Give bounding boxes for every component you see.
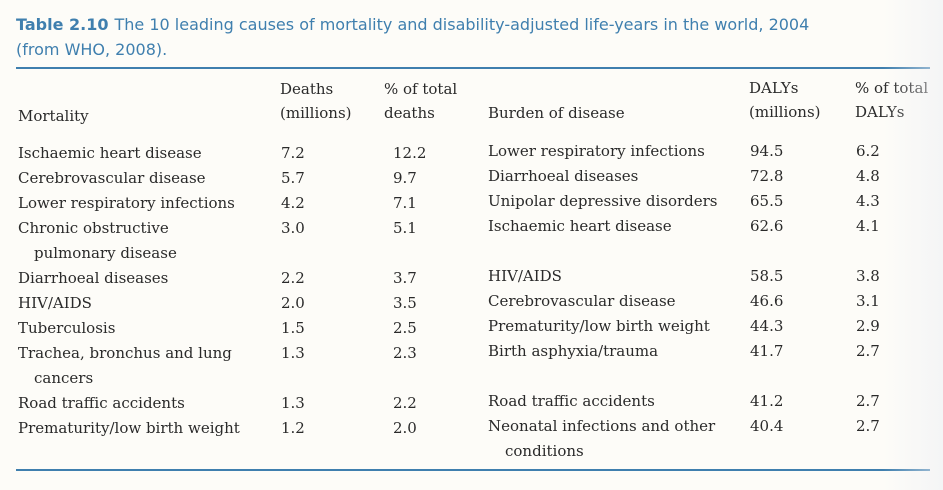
burden-cause: Prematurity/low birth weight <box>488 317 710 335</box>
deaths-value: 1.3 <box>281 394 305 412</box>
mortality-cause: Prematurity/low birth weight <box>18 419 240 437</box>
mortality-cause: Lower respiratory infections <box>18 194 235 212</box>
page-edge-shadow <box>883 0 943 490</box>
pct-deaths-value: 12.2 <box>393 144 427 162</box>
burden-cause: Ischaemic heart disease <box>488 217 672 235</box>
deaths-value: 5.7 <box>281 169 305 187</box>
mortality-cause: Ischaemic heart disease <box>18 144 202 162</box>
burden-cause: Unipolar depressive disorders <box>488 192 718 210</box>
deaths-value: 1.5 <box>281 319 305 337</box>
dalys-value: 44.3 <box>750 317 784 335</box>
pct-dalys-value: 4.1 <box>856 217 880 235</box>
dalys-value: 58.5 <box>750 267 784 285</box>
header-dalys-unit: (millions) <box>749 103 821 121</box>
deaths-value: 4.2 <box>281 194 305 212</box>
mortality-cause: pulmonary disease <box>34 244 177 262</box>
header-pct-dalys: % of total <box>855 79 929 97</box>
pct-deaths-value: 3.5 <box>393 294 417 312</box>
top-rule <box>16 67 930 69</box>
table-caption: Table 2.10 The 10 leading causes of morta… <box>16 12 916 62</box>
pct-dalys-value: 3.1 <box>856 292 880 310</box>
mortality-cause: Diarrhoeal diseases <box>18 269 169 287</box>
burden-cause: Neonatal infections and other <box>488 417 716 435</box>
dalys-value: 41.7 <box>750 342 784 360</box>
pct-dalys-value: 2.7 <box>856 392 880 410</box>
burden-cause: Cerebrovascular disease <box>488 292 676 310</box>
mortality-cause: Tuberculosis <box>18 319 116 337</box>
dalys-value: 72.8 <box>750 167 784 185</box>
header-mortality: Mortality <box>18 107 89 125</box>
dalys-value: 62.6 <box>750 217 784 235</box>
pct-dalys-value: 4.3 <box>856 192 880 210</box>
caption-title: The 10 leading causes of mortality and d… <box>114 15 810 34</box>
header-dalys: DALYs <box>749 79 799 97</box>
bottom-rule <box>16 469 930 471</box>
pct-dalys-value: 2.7 <box>856 417 880 435</box>
deaths-value: 7.2 <box>281 144 305 162</box>
burden-cause: Lower respiratory infections <box>488 142 705 160</box>
pct-dalys-value: 6.2 <box>856 142 880 160</box>
header-deaths: Deaths <box>280 80 334 98</box>
pct-deaths-value: 2.2 <box>393 394 417 412</box>
burden-cause: Birth asphyxia/trauma <box>488 342 659 360</box>
deaths-value: 1.2 <box>281 419 305 437</box>
mortality-cause: Chronic obstructive <box>18 219 169 237</box>
caption-source: (from WHO, 2008). <box>16 40 168 59</box>
burden-cause: HIV/AIDS <box>488 267 562 285</box>
pct-deaths-value: 7.1 <box>393 194 417 212</box>
burden-cause: conditions <box>505 442 584 460</box>
pct-deaths-value: 2.5 <box>393 319 417 337</box>
deaths-value: 3.0 <box>281 219 305 237</box>
header-burden: Burden of disease <box>488 104 625 122</box>
pct-dalys-value: 2.7 <box>856 342 880 360</box>
mortality-cause: Road traffic accidents <box>18 394 185 412</box>
pct-dalys-value: 4.8 <box>856 167 880 185</box>
dalys-value: 65.5 <box>750 192 784 210</box>
header-deaths-unit: (millions) <box>280 104 352 122</box>
pct-deaths-value: 9.7 <box>393 169 417 187</box>
pct-dalys-value: 3.8 <box>856 267 880 285</box>
mortality-cause: Trachea, bronchus and lung <box>18 344 232 362</box>
deaths-value: 2.2 <box>281 269 305 287</box>
burden-cause: Road traffic accidents <box>488 392 655 410</box>
pct-deaths-value: 2.0 <box>393 419 417 437</box>
caption-line-1: Table 2.10 The 10 leading causes of morta… <box>16 12 916 37</box>
dalys-value: 41.2 <box>750 392 784 410</box>
pct-deaths-value: 5.1 <box>393 219 417 237</box>
table-number: Table 2.10 <box>16 15 109 34</box>
pct-deaths-value: 3.7 <box>393 269 417 287</box>
pct-dalys-value: 2.9 <box>856 317 880 335</box>
burden-cause: Diarrhoeal diseases <box>488 167 639 185</box>
header-pct-deaths: % of total <box>384 80 458 98</box>
pct-deaths-value: 2.3 <box>393 344 417 362</box>
deaths-value: 2.0 <box>281 294 305 312</box>
mortality-cause: HIV/AIDS <box>18 294 92 312</box>
dalys-value: 46.6 <box>750 292 784 310</box>
mortality-cause: cancers <box>34 369 94 387</box>
mortality-cause: Cerebrovascular disease <box>18 169 206 187</box>
dalys-value: 40.4 <box>750 417 784 435</box>
dalys-value: 94.5 <box>750 142 784 160</box>
header-pct-deaths-unit: deaths <box>384 104 435 122</box>
deaths-value: 1.3 <box>281 344 305 362</box>
header-pct-dalys-unit: DALYs <box>855 103 905 121</box>
